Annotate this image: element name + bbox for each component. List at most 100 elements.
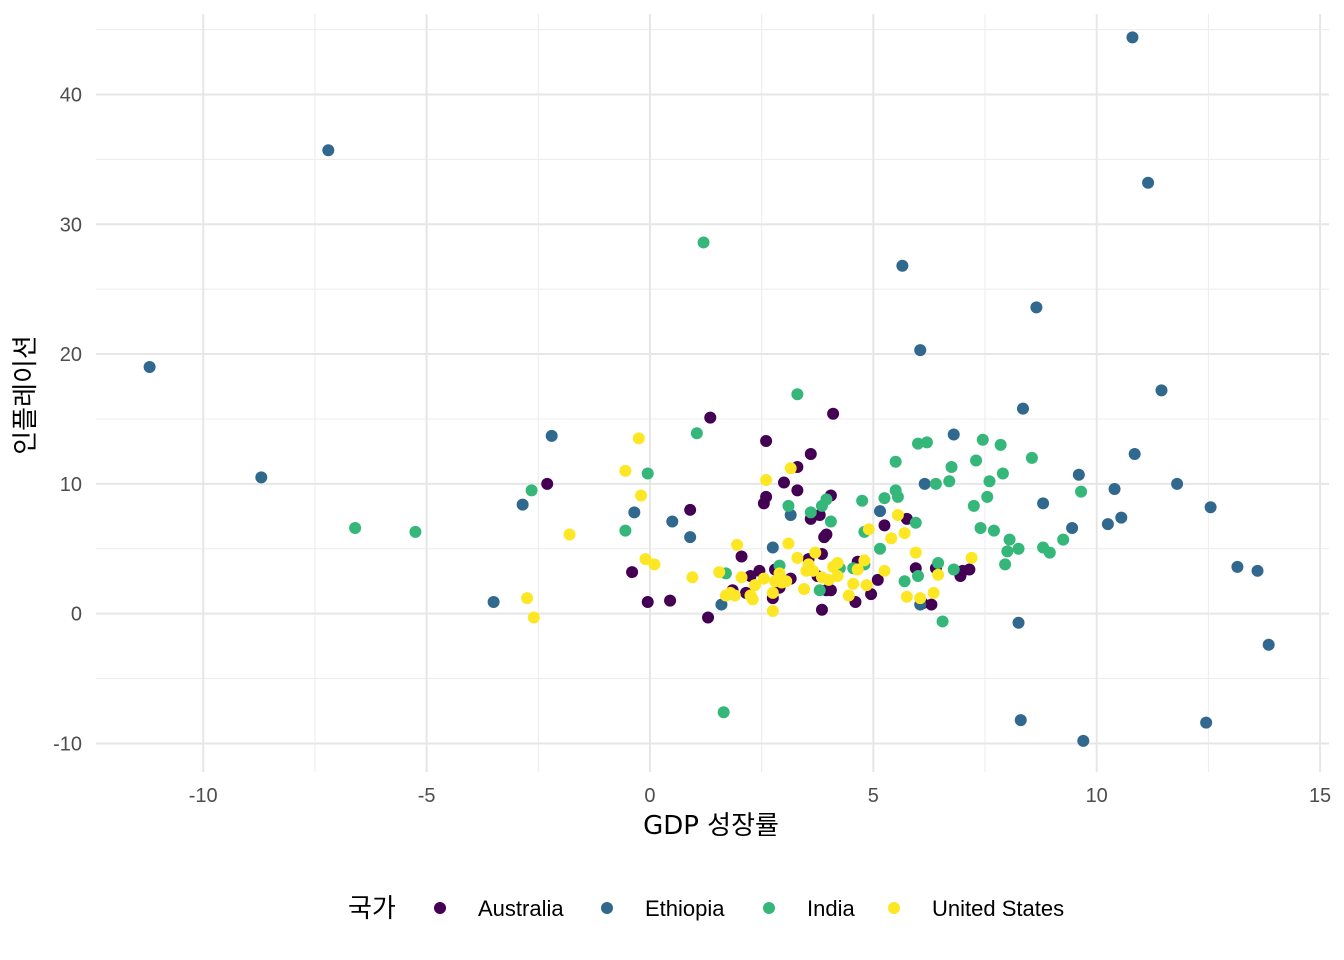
point-australia: [820, 528, 833, 541]
point-ethiopia: [1066, 521, 1079, 534]
point-india: [813, 584, 826, 597]
point-india: [525, 484, 538, 497]
point-ethiopia: [1077, 734, 1090, 747]
point-australia: [791, 484, 804, 497]
point-united-states: [860, 579, 873, 592]
point-australia: [760, 435, 773, 448]
point-united-states: [822, 573, 835, 586]
point-australia: [925, 598, 938, 611]
data-points: [143, 31, 1275, 747]
y-tick-label: 30: [60, 214, 82, 236]
point-united-states: [909, 546, 922, 559]
point-india: [349, 521, 362, 534]
point-india: [912, 570, 924, 583]
point-australia: [641, 595, 654, 608]
point-ethiopia: [1251, 564, 1264, 577]
point-australia: [963, 563, 976, 576]
point-united-states: [891, 509, 904, 522]
legend: 국가 Australia Ethiopia India United States: [348, 894, 1064, 924]
point-australia: [804, 448, 817, 461]
legend-item-ethiopia: Ethiopia: [601, 896, 725, 921]
point-ethiopia: [1072, 468, 1085, 481]
point-australia: [684, 503, 697, 516]
point-india: [820, 493, 833, 506]
legend-key-ethiopia: [601, 902, 613, 914]
point-united-states: [900, 590, 913, 603]
point-united-states: [648, 558, 661, 571]
point-india: [891, 490, 904, 503]
point-united-states: [842, 589, 855, 602]
point-australia: [878, 519, 891, 532]
point-india: [994, 438, 1007, 451]
point-united-states: [766, 605, 779, 618]
point-india: [874, 542, 887, 555]
point-united-states: [735, 571, 748, 584]
point-australia: [815, 603, 828, 616]
point-india: [929, 477, 942, 490]
point-india: [932, 557, 945, 570]
legend-label-ethiopia: Ethiopia: [645, 896, 725, 921]
point-ethiopia: [1200, 716, 1213, 729]
point-ethiopia: [684, 531, 697, 544]
point-india: [996, 467, 1009, 480]
point-united-states: [773, 567, 786, 580]
point-australia: [664, 594, 677, 607]
point-australia: [541, 477, 554, 490]
point-ethiopia: [516, 498, 529, 511]
legend-key-united-states: [888, 902, 900, 914]
point-united-states: [932, 568, 945, 581]
point-united-states: [851, 563, 864, 576]
point-india: [936, 615, 949, 628]
point-australia: [704, 411, 717, 424]
point-ethiopia: [1016, 402, 1029, 415]
point-india: [967, 499, 980, 512]
x-tick-label: 15: [1309, 785, 1331, 807]
point-united-states: [686, 571, 699, 584]
legend-item-australia: Australia: [434, 896, 564, 921]
point-ethiopia: [1014, 714, 1027, 727]
x-tick-label: -10: [189, 785, 218, 807]
point-ethiopia: [1204, 501, 1217, 514]
point-australia: [626, 566, 639, 579]
point-india: [970, 454, 983, 467]
point-united-states: [791, 551, 804, 564]
point-ethiopia: [255, 471, 268, 484]
legend-key-australia: [434, 902, 446, 914]
point-ethiopia: [1030, 301, 1043, 314]
point-india: [947, 563, 960, 576]
point-united-states: [757, 572, 770, 585]
point-india: [878, 492, 891, 505]
point-india: [641, 467, 654, 480]
series-ethiopia: [143, 31, 1275, 747]
point-india: [898, 575, 911, 588]
legend-item-india: India: [763, 896, 855, 921]
point-ethiopia: [914, 344, 927, 357]
point-australia: [900, 512, 913, 525]
point-united-states: [914, 592, 927, 605]
point-india: [804, 506, 817, 519]
point-australia: [744, 570, 757, 583]
y-tick-label: 40: [60, 84, 82, 106]
point-australia: [871, 573, 884, 586]
minor-gridlines: [96, 14, 1329, 772]
point-india: [974, 521, 987, 534]
point-india: [1001, 545, 1014, 558]
point-india: [889, 455, 902, 468]
point-united-states: [766, 586, 779, 599]
point-united-states: [885, 532, 898, 545]
point-united-states: [746, 593, 759, 606]
point-ethiopia: [1037, 497, 1050, 510]
point-united-states: [563, 528, 576, 541]
point-united-states: [927, 586, 940, 599]
point-united-states: [798, 582, 811, 595]
point-united-states: [831, 557, 844, 570]
series-australia: [541, 407, 976, 624]
point-ethiopia: [947, 428, 960, 441]
point-india: [1043, 546, 1056, 559]
point-australia: [777, 476, 790, 489]
point-ethiopia: [766, 541, 779, 554]
point-india: [690, 427, 703, 440]
point-australia: [702, 611, 715, 624]
x-tick-label: 0: [644, 785, 655, 807]
point-ethiopia: [1262, 638, 1275, 651]
